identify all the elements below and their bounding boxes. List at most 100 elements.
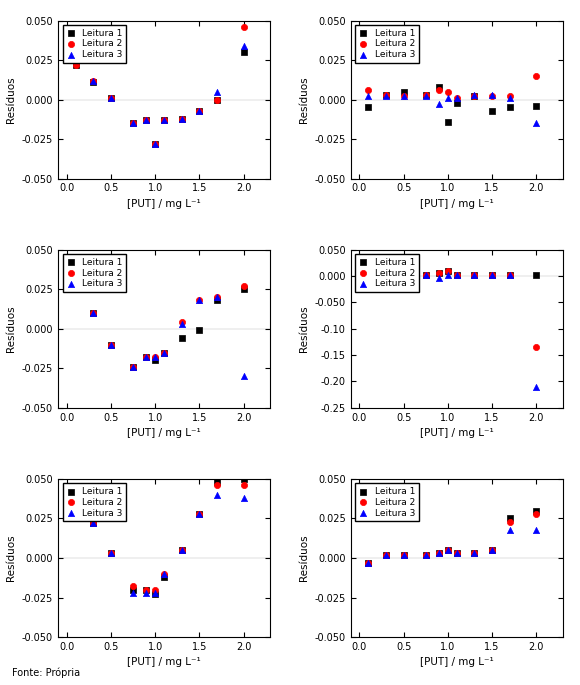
Y-axis label: Resíduos: Resíduos: [299, 76, 309, 123]
Leitura 3: [470, 548, 479, 559]
Leitura 2: [89, 75, 98, 86]
Leitura 3: [195, 508, 204, 519]
Text: Fonte: Própria: Fonte: Própria: [12, 668, 79, 678]
Leitura 1: [239, 47, 248, 58]
Leitura 1: [381, 89, 390, 100]
Leitura 2: [364, 268, 373, 279]
Leitura 2: [151, 138, 160, 149]
Leitura 1: [106, 548, 115, 559]
Y-axis label: Resíduos: Resíduos: [6, 306, 16, 352]
Leitura 1: [381, 268, 390, 279]
Leitura 1: [89, 77, 98, 88]
X-axis label: [PUT] / mg L⁻¹: [PUT] / mg L⁻¹: [420, 428, 494, 438]
Leitura 1: [89, 518, 98, 529]
Leitura 2: [421, 549, 430, 560]
Leitura 3: [89, 518, 98, 529]
Leitura 2: [452, 548, 461, 559]
Leitura 3: [128, 118, 137, 129]
X-axis label: [PUT] / mg L⁻¹: [PUT] / mg L⁻¹: [127, 199, 201, 209]
Leitura 2: [364, 85, 373, 96]
Leitura 3: [195, 295, 204, 306]
Leitura 2: [177, 545, 186, 556]
Leitura 3: [177, 113, 186, 124]
Leitura 1: [470, 91, 479, 102]
Leitura 1: [151, 355, 160, 366]
Leitura 1: [177, 113, 186, 124]
Leitura 3: [505, 269, 514, 280]
Leitura 3: [434, 99, 444, 110]
Leitura 3: [381, 549, 390, 560]
Legend: Leitura 1, Leitura 2, Leitura 3: Leitura 1, Leitura 2, Leitura 3: [355, 484, 419, 521]
Leitura 3: [505, 524, 514, 535]
Leitura 3: [531, 118, 541, 129]
Leitura 3: [160, 114, 169, 125]
Leitura 3: [364, 91, 373, 102]
Leitura 3: [160, 347, 169, 358]
Leitura 1: [399, 549, 408, 560]
Leitura 1: [106, 339, 115, 350]
Leitura 1: [142, 114, 151, 125]
Leitura 3: [531, 524, 541, 535]
Leitura 2: [142, 352, 151, 363]
Leitura 3: [212, 292, 222, 303]
Leitura 3: [487, 89, 496, 100]
Leitura 2: [71, 60, 80, 71]
Leitura 1: [364, 558, 373, 569]
Leitura 2: [421, 89, 430, 100]
Leitura 3: [434, 272, 444, 283]
Leitura 3: [399, 91, 408, 102]
Leitura 1: [487, 269, 496, 280]
Leitura 2: [71, 508, 80, 519]
Leitura 3: [381, 269, 390, 280]
Leitura 3: [212, 489, 222, 500]
Leitura 1: [487, 105, 496, 116]
Leitura 3: [177, 545, 186, 556]
Leitura 3: [421, 269, 430, 280]
Leitura 3: [142, 352, 151, 363]
Leitura 3: [128, 587, 137, 598]
Leitura 1: [470, 269, 479, 280]
X-axis label: [PUT] / mg L⁻¹: [PUT] / mg L⁻¹: [127, 428, 201, 438]
Leitura 3: [177, 319, 186, 329]
Leitura 1: [443, 116, 452, 127]
Leitura 3: [470, 269, 479, 280]
Leitura 1: [239, 473, 248, 484]
Leitura 2: [531, 342, 541, 353]
Leitura 1: [434, 268, 444, 279]
Leitura 1: [443, 545, 452, 556]
Leitura 1: [531, 101, 541, 112]
Leitura 2: [128, 581, 137, 592]
Leitura 2: [443, 265, 452, 276]
Leitura 2: [239, 479, 248, 490]
Leitura 3: [71, 508, 80, 519]
Leitura 1: [434, 548, 444, 559]
Leitura 3: [364, 558, 373, 569]
Leitura 2: [160, 347, 169, 358]
Leitura 1: [212, 94, 222, 105]
Leitura 3: [421, 91, 430, 102]
Leitura 1: [71, 60, 80, 71]
Leitura 3: [106, 548, 115, 559]
Leitura 1: [452, 97, 461, 108]
Leitura 3: [89, 308, 98, 319]
Leitura 1: [71, 271, 80, 282]
Leitura 2: [443, 86, 452, 97]
Leitura 1: [195, 325, 204, 336]
Leitura 2: [239, 281, 248, 292]
Leitura 2: [212, 94, 222, 105]
Leitura 1: [505, 102, 514, 113]
Leitura 1: [89, 308, 98, 319]
Leitura 2: [212, 479, 222, 490]
Leitura 1: [505, 513, 514, 524]
Leitura 2: [381, 268, 390, 279]
Leitura 2: [239, 21, 248, 32]
Leitura 2: [151, 584, 160, 595]
Leitura 3: [195, 105, 204, 116]
Leitura 1: [160, 114, 169, 125]
Leitura 3: [106, 92, 115, 103]
Leitura 2: [531, 71, 541, 82]
Leitura 1: [434, 82, 444, 92]
Leitura 1: [128, 584, 137, 595]
Leitura 2: [142, 584, 151, 595]
Leitura 3: [443, 92, 452, 103]
